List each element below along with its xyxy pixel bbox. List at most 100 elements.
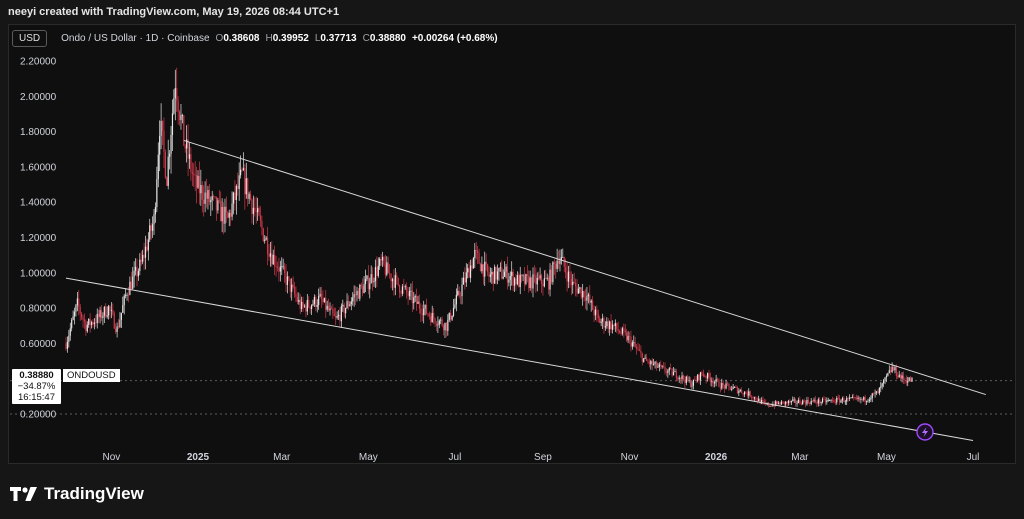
candle-body xyxy=(633,342,635,344)
candle-body xyxy=(396,275,398,278)
candle-body xyxy=(661,365,663,367)
candle-body xyxy=(660,364,662,366)
candle-body xyxy=(877,391,879,394)
candle-body xyxy=(489,274,492,277)
candle-body xyxy=(217,200,219,211)
candle-body xyxy=(441,319,443,326)
candle-body xyxy=(208,190,210,203)
candle-body xyxy=(816,402,818,404)
candle-body xyxy=(461,284,463,296)
currency-badge[interactable]: USD xyxy=(12,29,48,47)
candle-body xyxy=(234,192,236,201)
candle-body xyxy=(834,402,836,404)
candle-body xyxy=(65,343,67,349)
trendline xyxy=(183,139,986,396)
candle-body xyxy=(448,312,450,320)
candle-body xyxy=(119,319,121,328)
candle-body xyxy=(435,323,438,326)
candle-body xyxy=(644,357,646,359)
trendlines[interactable] xyxy=(65,139,986,441)
y-tick-label: 1.60000 xyxy=(20,162,57,173)
candle-body xyxy=(281,266,283,268)
candle-body xyxy=(479,263,482,272)
candle-body xyxy=(352,297,354,302)
candle-body xyxy=(322,299,324,302)
candle-body xyxy=(195,174,198,188)
candle-body xyxy=(559,260,561,264)
candle-body xyxy=(76,298,78,306)
y-tick-label: 0.60000 xyxy=(20,339,57,350)
candle-body xyxy=(360,284,362,287)
candle-body xyxy=(485,261,487,265)
candle-body xyxy=(326,305,328,310)
candle-body xyxy=(188,154,191,159)
candle-body xyxy=(362,286,364,294)
candle-body xyxy=(844,401,846,403)
candle-body xyxy=(403,286,405,288)
candle-body xyxy=(428,314,430,317)
candle-body xyxy=(804,401,807,405)
candle-body xyxy=(298,299,300,302)
candle-body xyxy=(548,277,550,290)
candle-body xyxy=(576,286,578,294)
candle-body xyxy=(681,375,683,380)
candle-body xyxy=(895,367,897,376)
candle-body xyxy=(221,206,223,222)
candle-body xyxy=(674,371,676,372)
candle-body xyxy=(136,266,138,277)
candle-body xyxy=(694,379,696,381)
candle-body xyxy=(421,313,423,315)
candle-body xyxy=(393,279,395,288)
candle-body xyxy=(423,308,425,315)
candle-body xyxy=(163,130,165,152)
candle-body xyxy=(228,212,230,218)
candle-body xyxy=(79,307,81,314)
candle-body xyxy=(166,177,168,186)
x-tick-label: Mar xyxy=(791,452,809,463)
candle-body xyxy=(215,196,218,211)
candle-body xyxy=(675,371,677,379)
candle-body xyxy=(434,318,436,324)
candle-body xyxy=(160,120,162,136)
candle-body xyxy=(113,313,115,329)
candle-body xyxy=(353,294,355,298)
candle-body xyxy=(177,100,179,112)
candle-body xyxy=(807,399,809,403)
candle-body xyxy=(315,296,317,307)
x-tick-label: May xyxy=(359,452,378,463)
candle-body xyxy=(523,275,526,284)
candle-body xyxy=(495,266,497,280)
tradingview-logo[interactable]: TradingView xyxy=(10,484,144,504)
candle-body xyxy=(69,328,71,336)
candle-body xyxy=(712,381,714,384)
candle-body xyxy=(745,391,747,394)
candle-body xyxy=(689,379,692,387)
candle-body xyxy=(892,366,895,371)
candle-body xyxy=(268,254,270,257)
candle-body xyxy=(518,275,520,288)
candle-body xyxy=(237,185,239,189)
candle-body xyxy=(699,372,702,381)
candle-body xyxy=(900,374,902,379)
candle-body xyxy=(848,397,851,399)
candle-body xyxy=(327,305,330,311)
candle-body xyxy=(357,290,360,299)
candle-body xyxy=(647,360,649,362)
candle-body xyxy=(279,266,281,272)
candle-body xyxy=(522,275,524,277)
candle-body xyxy=(447,319,449,331)
candle-body xyxy=(650,360,652,365)
candle-body xyxy=(285,273,287,285)
candle-body xyxy=(719,386,721,389)
candle-body xyxy=(519,274,521,288)
candle-body xyxy=(525,274,527,284)
candle-body xyxy=(369,283,371,290)
candle-body xyxy=(526,274,528,276)
candle-body xyxy=(538,277,540,279)
candle-body xyxy=(616,323,618,330)
lightning-icon[interactable] xyxy=(916,423,934,441)
candle-body xyxy=(830,399,832,401)
candle-body xyxy=(705,376,707,379)
candle-body xyxy=(318,296,320,306)
